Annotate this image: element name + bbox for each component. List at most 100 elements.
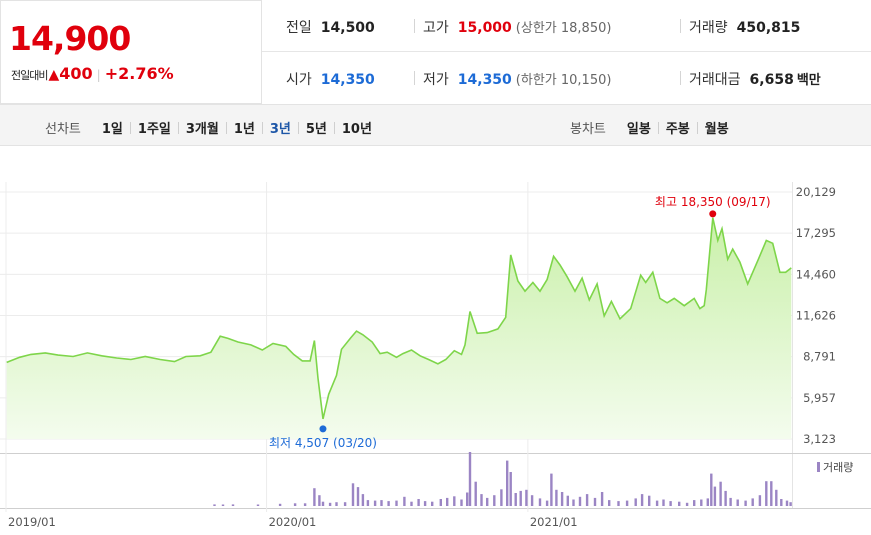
divider	[680, 71, 681, 85]
tab-1d[interactable]: 1일	[101, 122, 123, 137]
volume-bar	[525, 489, 528, 506]
volume-bar	[335, 502, 338, 506]
tab-3y[interactable]: 3년	[269, 122, 291, 137]
volume-bar	[373, 500, 377, 506]
volume-bar	[713, 486, 717, 506]
volume-bar	[729, 497, 732, 506]
volume-bar	[550, 473, 553, 506]
tab-1y[interactable]: 1년	[233, 122, 255, 137]
volume-bar	[669, 501, 672, 506]
amount-label: 거래대금	[689, 72, 741, 88]
divider	[657, 121, 659, 134]
change-divider: |	[96, 68, 101, 82]
divider	[129, 121, 131, 134]
divider	[696, 121, 698, 134]
volume-bar	[555, 489, 558, 506]
divider	[261, 121, 263, 134]
low-annotation-label: 최저 4,507 (03/20)	[269, 436, 377, 450]
tab-5y[interactable]: 5년	[305, 122, 327, 137]
volume-bar	[744, 500, 747, 506]
volume-bar	[514, 493, 517, 506]
volume-bar	[700, 499, 703, 506]
tab-monthly[interactable]: 월봉	[704, 122, 729, 137]
volume-bar	[278, 503, 282, 506]
current-price: 14,900	[9, 19, 131, 58]
volume-bar	[736, 499, 739, 506]
high-value: 15,000	[457, 20, 512, 36]
volume-bars	[213, 452, 792, 506]
tab-1w[interactable]: 1주일	[137, 122, 171, 137]
divider	[297, 121, 299, 134]
row-divider	[262, 51, 871, 52]
volume-bar	[303, 503, 307, 506]
price-change: 전일대비▲400 | +2.76%	[11, 64, 174, 83]
divider	[680, 19, 681, 33]
volume-bar	[724, 490, 727, 506]
volume-label: 거래량	[689, 20, 728, 36]
high-price: 고가 15,000 (상한가 18,850)	[423, 17, 611, 37]
y-tick-label: 5,957	[803, 391, 836, 405]
volume-bar	[395, 500, 398, 506]
volume-legend-swatch	[817, 462, 820, 472]
volume-bar	[321, 501, 325, 506]
price-chart: 20,129 17,295 14,460 11,626 8,791 5,957 3,123 2…	[0, 182, 871, 529]
y-tick-label: 17,295	[796, 226, 836, 240]
volume-bar	[293, 503, 297, 506]
y-tick-label: 14,460	[796, 267, 836, 281]
x-tick-label: 2020/01	[269, 515, 317, 529]
annotations: 최고 18,350 (09/17) 최저 4,507 (03/20)	[269, 195, 771, 450]
volume-bar	[685, 502, 689, 506]
divider	[225, 121, 227, 134]
volume-bar	[221, 504, 225, 506]
x-tick-label: 2019/01	[8, 515, 56, 529]
prev-close-value: 14,500	[320, 20, 375, 36]
volume-bar	[506, 460, 509, 506]
volume-bar	[351, 483, 355, 506]
up-arrow-icon: ▲	[48, 67, 60, 83]
volume-bar	[460, 499, 463, 506]
line-chart-tabs: 선차트 1일 1주일 3개월 1년 3년 5년 10년	[45, 118, 379, 137]
divider	[414, 71, 415, 85]
tab-weekly[interactable]: 주봉	[665, 122, 690, 137]
change-label: 전일대비	[11, 69, 48, 82]
volume-bar	[560, 492, 564, 506]
volume-bar	[770, 481, 773, 506]
divider	[414, 19, 415, 33]
tab-3m[interactable]: 3개월	[185, 122, 219, 137]
volume-bar	[213, 504, 216, 506]
volume-bar	[758, 495, 762, 506]
amount-value: 6,658	[749, 72, 794, 88]
volume-legend-label: 거래량	[823, 461, 853, 474]
volume-bar	[578, 496, 582, 506]
amount-unit: 백만	[796, 73, 821, 88]
volume-bar	[617, 501, 620, 506]
lower-limit: (하한가 10,150)	[515, 73, 612, 88]
volume-bar	[493, 495, 496, 506]
trade-amount: 거래대금 6,658 백만	[689, 69, 821, 89]
volume-bar	[343, 502, 347, 506]
volume-bar	[608, 500, 611, 506]
price-line	[6, 217, 792, 420]
volume-bar	[640, 494, 644, 506]
volume-bar	[328, 502, 332, 506]
high-annotation-label: 최고 18,350 (09/17)	[655, 195, 771, 209]
volume-bar	[468, 452, 472, 506]
volume-bar	[403, 496, 406, 506]
low-marker	[319, 425, 327, 433]
volume-bar	[600, 492, 604, 506]
volume-bar	[765, 481, 768, 506]
tab-10y[interactable]: 10년	[341, 122, 372, 137]
volume-bar	[662, 499, 665, 506]
y-tick-label: 8,791	[803, 350, 836, 364]
volume-bar	[256, 504, 260, 506]
volume-bar	[566, 495, 569, 506]
volume-bar	[693, 500, 696, 506]
candle-chart-heading: 봉차트	[570, 122, 606, 137]
tab-daily[interactable]: 일봉	[626, 122, 651, 137]
low-price: 저가 14,350 (하한가 10,150)	[423, 69, 611, 89]
divider	[333, 121, 335, 134]
volume-bar	[625, 500, 629, 506]
high-label: 고가	[423, 20, 449, 36]
volume-bar	[785, 500, 789, 506]
open-label: 시가	[286, 72, 312, 88]
